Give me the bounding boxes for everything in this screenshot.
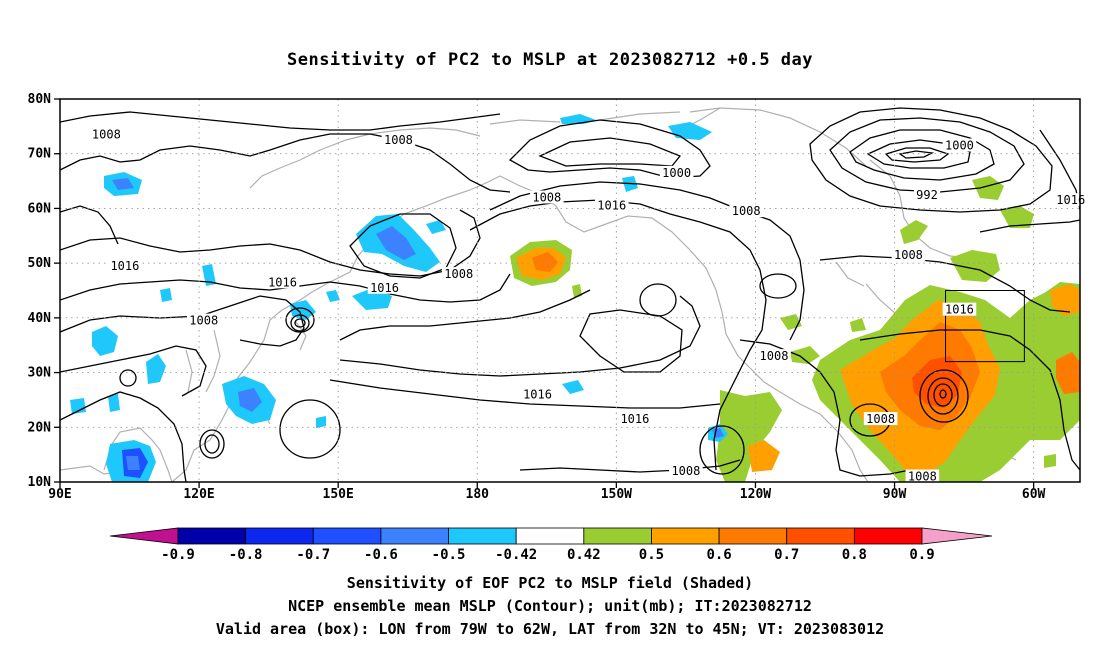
- colorbar-label: 0.8: [842, 547, 867, 563]
- colorbar-swatch: [718, 527, 788, 545]
- contour-labels: 1008 1008 1000 1008 1016 1008 1000 992 1016 1008 1…: [89, 127, 1088, 484]
- lat-tick-label: 40N: [28, 311, 52, 326]
- colorbar-label: -0.8: [229, 547, 263, 563]
- contour-label-bg: [913, 187, 941, 201]
- colorbar-label: -0.7: [296, 547, 330, 563]
- contour-label: 1016: [1056, 193, 1085, 207]
- contour-label: 1016: [370, 281, 399, 295]
- contour-label: 1000: [945, 139, 974, 153]
- contour-label: 1008: [671, 464, 700, 478]
- shaded-sensitivity: [70, 114, 1080, 482]
- colorbar-label: 0.5: [639, 547, 664, 563]
- lon-tick-label: 150W: [601, 487, 632, 502]
- lon-tick-label: 120E: [183, 487, 214, 502]
- lat-tick-label: 20N: [28, 420, 52, 435]
- valid-area-box: [945, 290, 1025, 363]
- colorbar-label: -0.5: [432, 547, 466, 563]
- lat-tick-label: 50N: [28, 256, 52, 271]
- contour-label: 1008: [384, 133, 413, 147]
- contour-label-bg: [520, 387, 555, 401]
- colorbar-high-triangle: [921, 527, 993, 545]
- contour-label: 1008: [189, 314, 218, 328]
- contour-label: 1008: [894, 248, 923, 262]
- plot-frame: [59, 98, 1081, 483]
- contour-label-bg: [1053, 193, 1088, 207]
- caption-line-1: Sensitivity of EOF PC2 to MSLP field (Sh…: [346, 574, 754, 592]
- colorbar-swatch: [177, 527, 247, 545]
- lon-tick-label: 90E: [48, 487, 71, 502]
- contour-label-bg: [618, 412, 652, 426]
- contour-label: 1008: [908, 470, 937, 484]
- contour-label-bg: [530, 190, 564, 204]
- colorbar-label: 0.42: [567, 547, 601, 563]
- contour-label-bg: [265, 275, 300, 289]
- contour-label-bg: [757, 349, 791, 363]
- contour-label: 1008: [866, 412, 895, 426]
- longitude-axis: 90E 120E 150E 180 150W 120W 90W 60W: [48, 482, 1046, 502]
- contour-label-bg: [942, 138, 977, 152]
- contour-label: 992: [916, 188, 938, 202]
- contour-label-bg: [729, 204, 763, 218]
- contour-label: 1016: [945, 303, 974, 317]
- contour-label-bg: [89, 127, 124, 141]
- contour-label: 1016: [620, 412, 649, 426]
- contour-label-bg: [186, 313, 221, 327]
- contour-label: 1008: [444, 267, 473, 281]
- map-title: Sensitivity of PC2 to MSLP at 2023082712…: [286, 50, 813, 70]
- colorbar-swatch: [380, 527, 449, 545]
- contour-label-bg: [669, 464, 703, 478]
- lat-tick-label: 30N: [28, 366, 52, 381]
- contour-label: 1008: [532, 190, 561, 204]
- contour-label: 1016: [523, 387, 552, 401]
- contour-label-bg: [108, 258, 142, 272]
- colorbar-label: -0.42: [495, 547, 537, 563]
- colorbar-swatch: [651, 527, 720, 545]
- contour-label-bg: [367, 280, 402, 294]
- colorbar-label: -0.6: [364, 547, 398, 563]
- lat-tick-label: 10N: [28, 475, 52, 490]
- latitude-axis: 80N 70N 60N 50N 40N 30N 20N 10N: [28, 92, 60, 490]
- contour-label-bg: [441, 267, 476, 281]
- caption-line-3: Valid area (box): LON from 79W to 62W, L…: [215, 620, 885, 638]
- colorbar-swatch: [448, 527, 517, 545]
- colorbar-swatch: [312, 527, 382, 545]
- lon-tick-label: 90W: [883, 487, 907, 502]
- lon-tick-label: 180: [466, 487, 490, 502]
- contour-label: 1016: [597, 199, 626, 213]
- colorbar-low-triangle: [109, 527, 179, 545]
- contour-label: 1016: [110, 259, 139, 273]
- lat-tick-label: 60N: [28, 201, 52, 216]
- colorbar-label: 0.9: [909, 547, 934, 563]
- lon-tick-label: 60W: [1022, 487, 1046, 502]
- colorbar-label: 0.7: [774, 547, 799, 563]
- colorbar: -0.9 -0.8 -0.7 -0.6 -0.5 -0.42 0.42 0.5 0.6 0.7 0.…: [109, 527, 993, 563]
- colorbar-swatch: [583, 527, 652, 545]
- contour-label-bg: [863, 412, 898, 426]
- contour-label: 1000: [662, 166, 691, 180]
- lon-tick-label: 150E: [323, 487, 354, 502]
- contour-label-bg: [891, 247, 926, 261]
- contour-label: 1008: [760, 349, 789, 363]
- lat-tick-label: 80N: [28, 92, 52, 107]
- contour-label: 1008: [92, 128, 121, 142]
- colorbar-swatch: [515, 527, 585, 545]
- contour-label-bg: [381, 133, 416, 147]
- lon-tick-label: 120W: [740, 487, 771, 502]
- contour-label-bg: [594, 198, 629, 212]
- colorbar-label: -0.9: [161, 547, 195, 563]
- colorbar-swatch: [853, 527, 923, 545]
- contour-label: 1016: [268, 275, 297, 289]
- contour-label-bg: [905, 469, 940, 483]
- colorbar-swatch: [245, 527, 314, 545]
- contour-label-bg: [942, 302, 977, 316]
- lat-tick-label: 70N: [28, 147, 52, 162]
- caption-line-2: NCEP ensemble mean MSLP (Contour); unit(…: [288, 597, 812, 615]
- colorbar-label: 0.6: [706, 547, 731, 563]
- colorbar-swatch: [786, 527, 855, 545]
- contour-label-bg: [659, 165, 694, 179]
- contour-label: 1008: [732, 204, 761, 218]
